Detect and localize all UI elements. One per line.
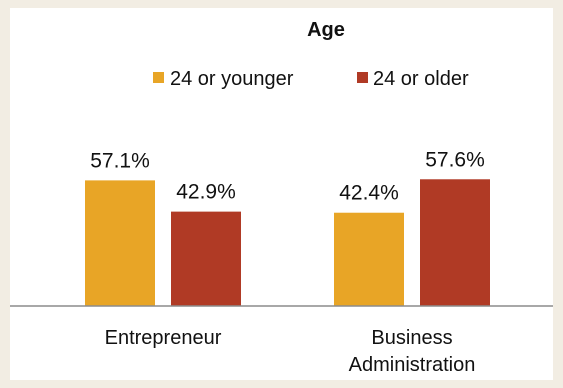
legend: 24 or younger 24 or older [153, 68, 469, 90]
plot-area: 57.1% 42.9% 42.4% 57.6% [85, 148, 490, 306]
bar-older-1 [420, 179, 490, 306]
x-tick-label-1-0: Business [371, 327, 452, 349]
bar-older-0 [171, 211, 241, 306]
bar-younger-0 [85, 180, 155, 306]
data-label-younger-1: 42.4% [339, 182, 399, 205]
chart-title: Age [307, 19, 345, 41]
legend-label-older: 24 or older [373, 68, 469, 90]
legend-swatch-older [357, 72, 368, 83]
x-tick-label-0-0: Entrepreneur [105, 327, 222, 349]
x-axis-labels: Entrepreneur Business Administration [105, 327, 476, 376]
x-tick-label-1-1: Administration [349, 354, 476, 376]
legend-label-younger: 24 or younger [170, 68, 294, 90]
legend-swatch-younger [153, 72, 164, 83]
data-label-older-0: 42.9% [176, 181, 236, 204]
data-label-younger-0: 57.1% [90, 149, 150, 172]
bar-younger-1 [334, 212, 404, 306]
data-label-older-1: 57.6% [425, 148, 485, 171]
